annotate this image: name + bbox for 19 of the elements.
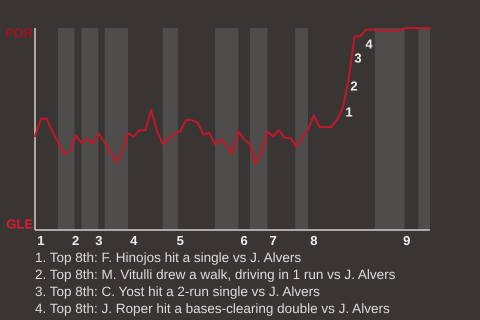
x-tick-label: 3: [95, 233, 103, 248]
annotation: 4: [365, 36, 374, 52]
annotation: 1: [345, 104, 353, 120]
annotation: 3: [354, 50, 362, 66]
text: 4. Top 8th: J. Roper hit a bases-clearing double vs J. Alvers: [35, 301, 390, 316]
text: POR: [4, 26, 34, 41]
x-tick-label: 4: [130, 233, 138, 248]
x-tick-label: 8: [310, 233, 318, 248]
x-tick-label: 2: [72, 233, 80, 248]
text: GLE: [6, 216, 34, 232]
x-tick-label: 7: [270, 233, 277, 248]
text: 3. Top 8th: C. Yost hit a 2-run single vs J. Alvers: [35, 284, 320, 299]
text: 2. Top 8th: M. Vitulli drew a walk, driving in 1 run vs J. Alvers: [35, 267, 396, 282]
x-tick-label: 9: [403, 233, 410, 248]
annotation: 2: [350, 78, 358, 94]
x-tick-label: 5: [176, 233, 184, 248]
x-tick-label: 1: [37, 233, 44, 248]
text: 1. Top 8th: F. Hinojos hit a single vs J. Alvers: [35, 250, 302, 265]
x-tick-label: 6: [240, 233, 248, 248]
